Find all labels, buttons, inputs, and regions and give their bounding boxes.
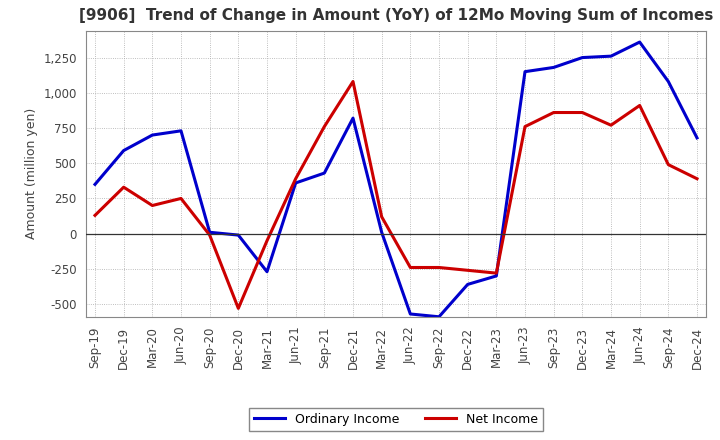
Net Income (521, 124, 529, 129)
Ordinary Income (348, 116, 357, 121)
Y-axis label: Amount (million yen): Amount (million yen) (24, 108, 37, 239)
Net Income (664, 162, 672, 167)
Line: Net Income: Net Income (95, 81, 697, 308)
Net Income (549, 110, 558, 115)
Net Income (348, 79, 357, 84)
Ordinary Income (120, 148, 128, 153)
Net Income (464, 268, 472, 273)
Net Income (91, 213, 99, 218)
Ordinary Income (205, 230, 214, 235)
Ordinary Income (406, 312, 415, 317)
Net Income (263, 238, 271, 243)
Ordinary Income (263, 269, 271, 275)
Net Income (607, 123, 616, 128)
Net Income (635, 103, 644, 108)
Ordinary Income (635, 40, 644, 45)
Net Income (377, 214, 386, 220)
Ordinary Income (320, 170, 328, 176)
Ordinary Income (464, 282, 472, 287)
Ordinary Income (607, 54, 616, 59)
Net Income (492, 271, 500, 276)
Net Income (205, 232, 214, 238)
Net Income (176, 196, 185, 201)
Ordinary Income (549, 65, 558, 70)
Ordinary Income (377, 230, 386, 235)
Net Income (435, 265, 444, 270)
Ordinary Income (521, 69, 529, 74)
Net Income (320, 124, 328, 129)
Ordinary Income (693, 135, 701, 140)
Ordinary Income (91, 182, 99, 187)
Line: Ordinary Income: Ordinary Income (95, 42, 697, 317)
Net Income (234, 306, 243, 311)
Ordinary Income (176, 128, 185, 133)
Ordinary Income (664, 79, 672, 84)
Net Income (148, 203, 157, 208)
Net Income (693, 176, 701, 181)
Net Income (120, 184, 128, 190)
Title: [9906]  Trend of Change in Amount (YoY) of 12Mo Moving Sum of Incomes: [9906] Trend of Change in Amount (YoY) o… (78, 7, 714, 23)
Net Income (292, 176, 300, 181)
Ordinary Income (492, 273, 500, 279)
Ordinary Income (435, 314, 444, 319)
Legend: Ordinary Income, Net Income: Ordinary Income, Net Income (249, 408, 543, 431)
Ordinary Income (578, 55, 587, 60)
Ordinary Income (148, 132, 157, 138)
Ordinary Income (234, 232, 243, 238)
Net Income (578, 110, 587, 115)
Net Income (406, 265, 415, 270)
Ordinary Income (292, 180, 300, 186)
